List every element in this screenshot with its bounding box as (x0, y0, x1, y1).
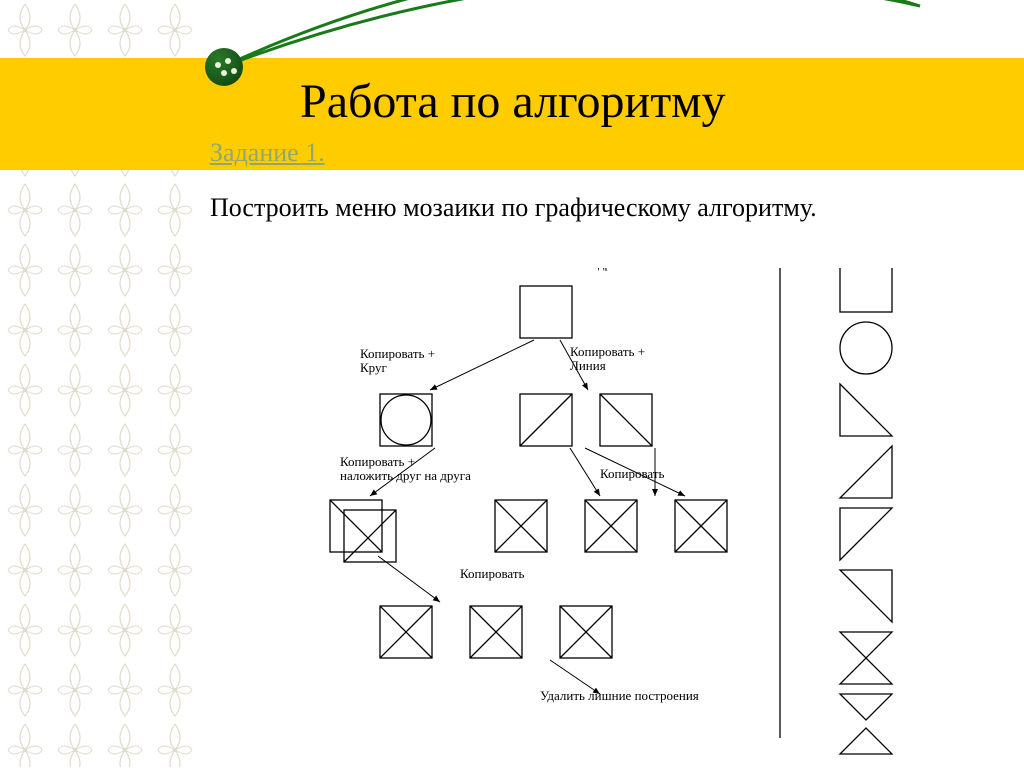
bullet-decoration (205, 48, 243, 86)
svg-text:Копировать +: Копировать + (570, 344, 645, 359)
svg-text:Удалить лишние построения: Удалить лишние построения (540, 688, 699, 703)
svg-text:Линия: Линия (570, 358, 606, 373)
page-title: Работа по алгоритму (300, 74, 726, 129)
svg-text:Базовый квадрат: Базовый квадрат (530, 268, 622, 271)
svg-text:Копировать +: Копировать + (340, 454, 415, 469)
algorithm-diagram: Базовый квадратКопировать +КругКопироват… (280, 268, 1020, 768)
task-body: Построить меню мозаики по графическому а… (210, 190, 910, 225)
task-label: Задание 1. (210, 138, 325, 168)
svg-text:Круг: Круг (360, 360, 387, 375)
svg-text:Копировать: Копировать (460, 566, 525, 581)
svg-text:Копировать +: Копировать + (360, 346, 435, 361)
